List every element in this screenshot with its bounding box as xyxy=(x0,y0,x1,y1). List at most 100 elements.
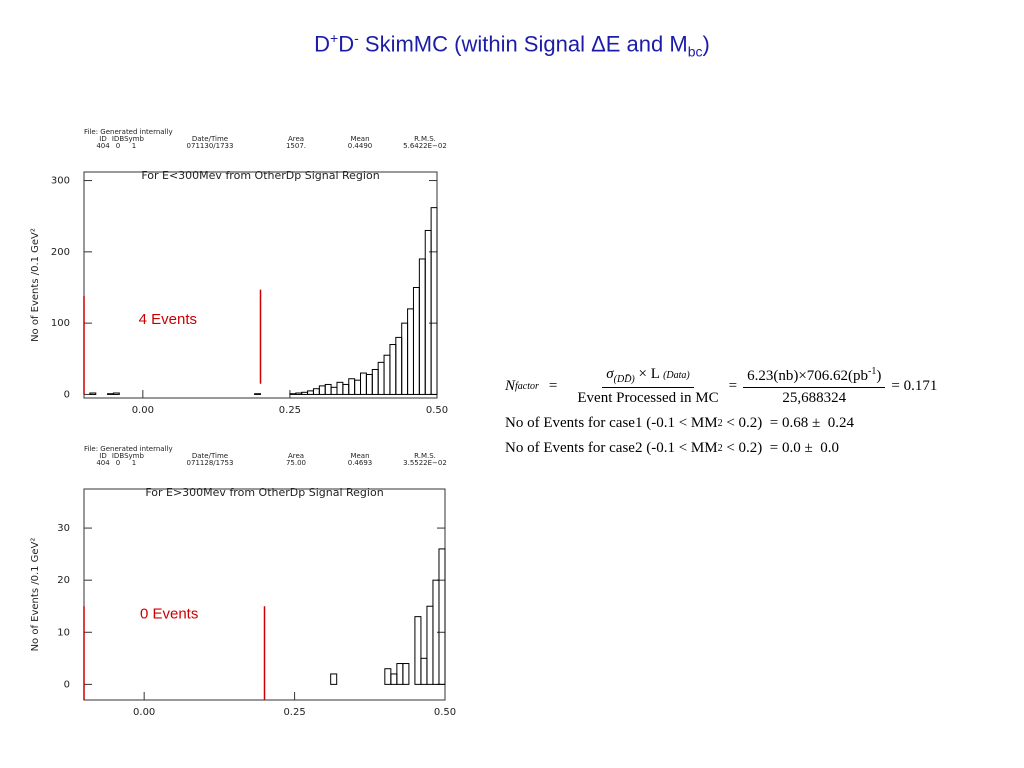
histogram-bin xyxy=(354,379,362,395)
stats-value: 071128/1753 xyxy=(187,459,234,467)
stats-header: ID xyxy=(99,452,106,460)
histogram-bin xyxy=(312,388,320,395)
symbol-sub: (DD̄) xyxy=(613,374,635,385)
histogram-bin xyxy=(377,361,385,395)
fraction: σ(DD̄) × L (Data) Event Processed in MC xyxy=(573,366,722,407)
histogram-bin xyxy=(348,378,356,395)
y-tick-label: 20 xyxy=(57,575,70,586)
y-tick-label: 10 xyxy=(57,627,70,638)
histogram-bin xyxy=(330,673,338,685)
fraction: 6.23(nb)×706.62(pb-1) 25,688324 xyxy=(743,366,886,407)
histogram-bin xyxy=(418,258,426,395)
symbol: N xyxy=(505,378,516,394)
histogram-bin xyxy=(384,668,392,685)
histogram-bin xyxy=(89,392,97,395)
histogram-bin xyxy=(402,663,410,685)
title-text: ) xyxy=(702,31,710,57)
stats-value: 1 xyxy=(132,142,136,150)
result: = 0.171 xyxy=(891,378,938,394)
histogram-bin xyxy=(383,354,391,395)
x-tick-label: 0.00 xyxy=(133,707,155,718)
y-axis-label: No of Events /0.1 GeV² xyxy=(30,538,41,652)
histogram-bin xyxy=(254,393,262,395)
symbol-sub: (Data) xyxy=(663,370,690,381)
y-tick-label: 300 xyxy=(51,176,70,187)
stats-header: IDB xyxy=(112,452,124,460)
histogram-bin xyxy=(424,229,432,395)
stats-file: File: Generated internally xyxy=(84,128,173,136)
y-tick-label: 200 xyxy=(51,247,70,258)
histogram-bin xyxy=(371,368,379,395)
histogram-bin xyxy=(324,383,332,395)
histogram-bin xyxy=(365,373,373,395)
denominator: 25,688324 xyxy=(782,390,847,406)
histogram-bin xyxy=(426,605,434,685)
histogram-bin xyxy=(390,673,398,685)
equals: = xyxy=(548,378,558,394)
x-tick-label: 0.50 xyxy=(434,707,456,718)
case-row: No of Events for case1 (-0.1 < MM 2 < 0.2… xyxy=(505,415,937,432)
title-text: D xyxy=(314,31,331,57)
stats-value: 0.4490 xyxy=(348,142,373,150)
numerator: σ(DD̄) × L (Data) xyxy=(602,366,694,388)
histogram-bin xyxy=(438,548,446,685)
histogram-bin xyxy=(395,336,403,395)
title-sup: - xyxy=(354,30,359,46)
stats-value: 1507. xyxy=(286,142,306,150)
histogram-bin xyxy=(360,372,367,395)
plot-title: For E<300Mev from OtherDp Signal Region xyxy=(141,169,379,182)
histogram-bin xyxy=(301,391,309,395)
text: < 0.2) = 0.68 ± 0.24 xyxy=(722,415,854,431)
annotation: 0 Events xyxy=(140,606,198,623)
stats-value: 75.00 xyxy=(286,459,306,467)
symbol-sub: factor xyxy=(515,381,539,392)
x-tick-label: 0.25 xyxy=(279,405,301,416)
stats-header: Area xyxy=(288,452,304,460)
stats-value: 5.6422E−02 xyxy=(403,142,447,150)
stats-header: Area xyxy=(288,135,304,143)
histogram-bin xyxy=(396,663,404,685)
symbol: σ xyxy=(606,366,614,382)
stats-value: 3.5522E−02 xyxy=(403,459,447,467)
stats-header: Symb xyxy=(124,452,144,460)
symbol: × L xyxy=(638,366,660,382)
stats-value: 0.4693 xyxy=(348,459,373,467)
y-axis-label: No of Events /0.1 GeV² xyxy=(30,228,41,342)
stats-file: File: Generated internally xyxy=(84,445,173,453)
stats-header: ID xyxy=(99,135,106,143)
title-text: SkimMC (within Signal ΔE and M xyxy=(358,31,688,57)
stats-value: 404 xyxy=(96,142,110,150)
histogram-bin xyxy=(112,392,120,395)
plot-title: For E>300Mev from OtherDp Signal Region xyxy=(145,486,383,499)
y-tick-label: 30 xyxy=(57,523,70,534)
histogram-bin xyxy=(307,390,314,395)
numerator: 6.23(nb)×706.62(pb-1) xyxy=(743,366,886,388)
histogram-bin xyxy=(318,385,326,395)
histogram-bin xyxy=(107,393,114,395)
histogram-bin xyxy=(289,393,297,395)
stats-header: Mean xyxy=(350,135,369,143)
text: No of Events for case1 (-0.1 < MM xyxy=(505,415,718,431)
case-row: No of Events for case2 (-0.1 < MM 2 < 0.2… xyxy=(505,440,937,457)
stats-header: R.M.S. xyxy=(414,135,436,143)
stats-header: R.M.S. xyxy=(414,452,436,460)
x-tick-label: 0.00 xyxy=(132,405,154,416)
histogram-bin xyxy=(430,207,438,395)
stats-header: IDB xyxy=(112,135,124,143)
title-sub: bc xyxy=(687,43,703,60)
denominator: Event Processed in MC xyxy=(577,390,719,406)
histogram-bin xyxy=(414,616,422,685)
histogram-bin xyxy=(342,383,350,395)
y-tick-label: 0 xyxy=(64,389,70,400)
annotation: 4 Events xyxy=(139,311,197,328)
stats-value: 404 xyxy=(96,459,110,467)
sup: -1 xyxy=(868,366,877,377)
sup: 2 xyxy=(717,418,723,429)
histogram-bin xyxy=(389,344,397,395)
stats-value: 0 xyxy=(116,459,120,467)
stats-header: Symb xyxy=(124,135,144,143)
histogram-bin xyxy=(407,308,414,395)
